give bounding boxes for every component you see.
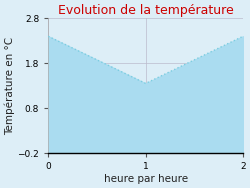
X-axis label: heure par heure: heure par heure — [104, 174, 188, 184]
Y-axis label: Température en °C: Température en °C — [4, 37, 15, 135]
Title: Evolution de la température: Evolution de la température — [58, 4, 234, 17]
